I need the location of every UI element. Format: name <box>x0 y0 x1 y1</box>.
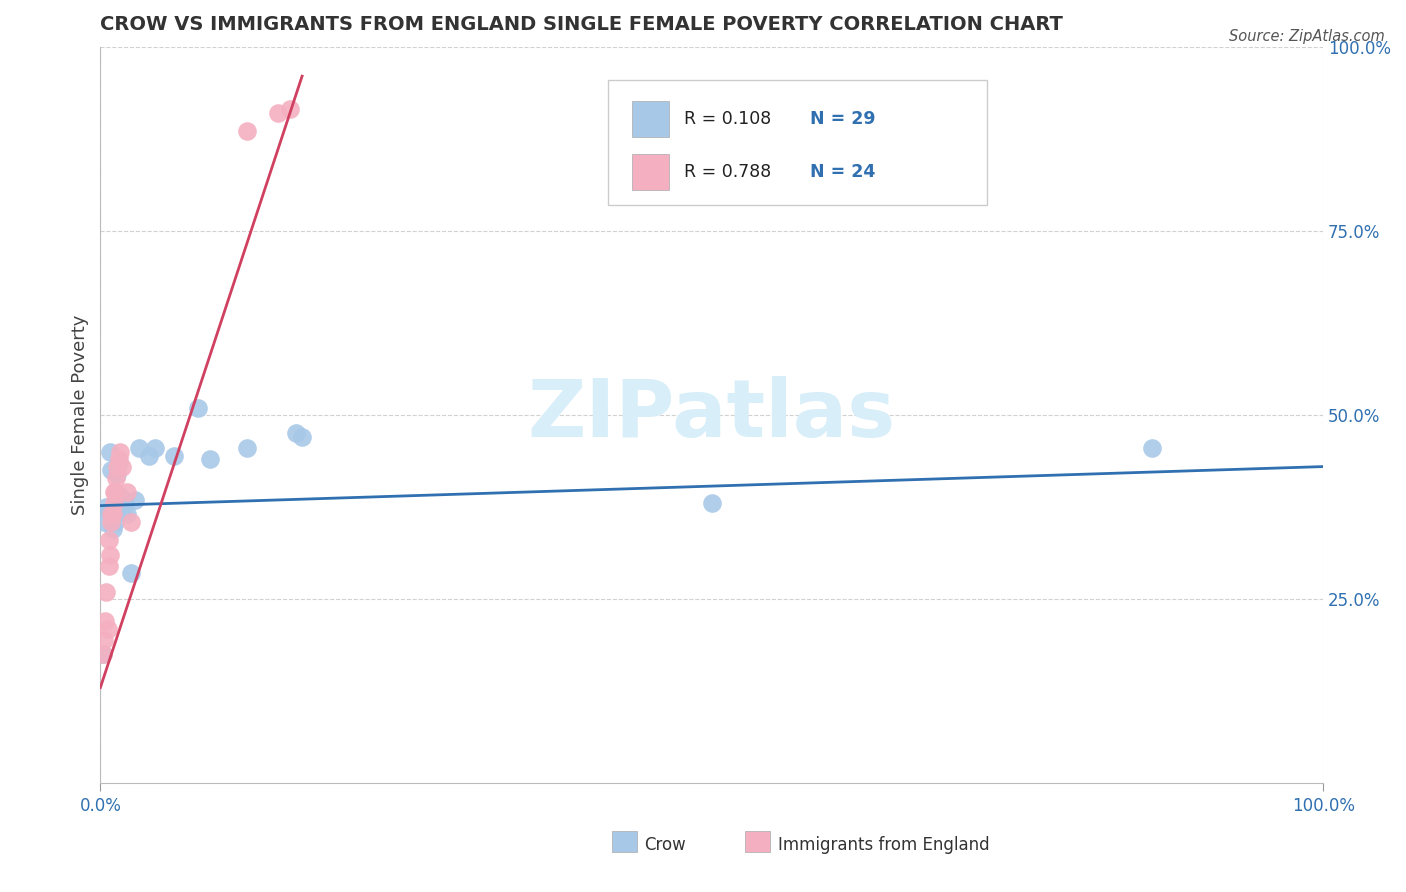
Point <box>98 445 121 459</box>
Point <box>91 648 114 662</box>
Bar <box>633 101 669 136</box>
Point <box>117 508 139 522</box>
Point <box>700 496 723 510</box>
Point <box>285 426 308 441</box>
Point <box>120 515 142 529</box>
Point <box>236 441 259 455</box>
Point <box>93 515 115 529</box>
Point <box>91 648 114 662</box>
Point <box>100 515 122 529</box>
Text: ZIPatlas: ZIPatlas <box>527 376 896 454</box>
Text: Crow: Crow <box>644 836 686 854</box>
Point <box>278 103 301 117</box>
Text: N = 24: N = 24 <box>810 163 875 181</box>
Y-axis label: Single Female Poverty: Single Female Poverty <box>72 315 89 516</box>
Point <box>1140 441 1163 455</box>
Point <box>107 459 129 474</box>
Point <box>93 632 115 647</box>
Point <box>120 566 142 581</box>
Point <box>97 622 120 636</box>
Point <box>97 559 120 574</box>
Point <box>96 500 118 515</box>
Point <box>236 124 259 138</box>
Point <box>117 485 139 500</box>
Point <box>187 401 209 415</box>
FancyBboxPatch shape <box>607 79 987 205</box>
Point <box>101 522 124 536</box>
Text: R = 0.788: R = 0.788 <box>683 163 770 181</box>
Point <box>128 441 150 455</box>
Point <box>107 467 129 481</box>
Point <box>105 470 128 484</box>
Point <box>111 459 134 474</box>
Point <box>163 449 186 463</box>
Point <box>111 504 134 518</box>
Point <box>124 492 146 507</box>
Text: CROW VS IMMIGRANTS FROM ENGLAND SINGLE FEMALE POVERTY CORRELATION CHART: CROW VS IMMIGRANTS FROM ENGLAND SINGLE F… <box>100 15 1063 34</box>
Point <box>103 508 125 522</box>
Point <box>98 548 121 562</box>
Point <box>103 485 125 500</box>
Text: N = 29: N = 29 <box>810 110 875 128</box>
Bar <box>633 154 669 190</box>
Point <box>114 496 136 510</box>
Point <box>94 615 117 629</box>
Point <box>291 430 314 444</box>
Point <box>103 496 125 510</box>
Point <box>266 106 288 120</box>
Point <box>107 456 129 470</box>
Point <box>104 485 127 500</box>
Point <box>108 489 131 503</box>
Point <box>97 504 120 518</box>
Point <box>105 492 128 507</box>
Point <box>101 508 124 522</box>
Point <box>200 452 222 467</box>
Point <box>100 508 122 522</box>
Point <box>104 515 127 529</box>
Point <box>100 463 122 477</box>
Text: R = 0.108: R = 0.108 <box>683 110 770 128</box>
Point <box>97 533 120 548</box>
Point <box>138 449 160 463</box>
Point <box>107 452 129 467</box>
Text: Immigrants from England: Immigrants from England <box>778 836 990 854</box>
Point <box>108 445 131 459</box>
Point <box>96 584 118 599</box>
Text: Source: ZipAtlas.com: Source: ZipAtlas.com <box>1229 29 1385 44</box>
Point <box>145 441 167 455</box>
